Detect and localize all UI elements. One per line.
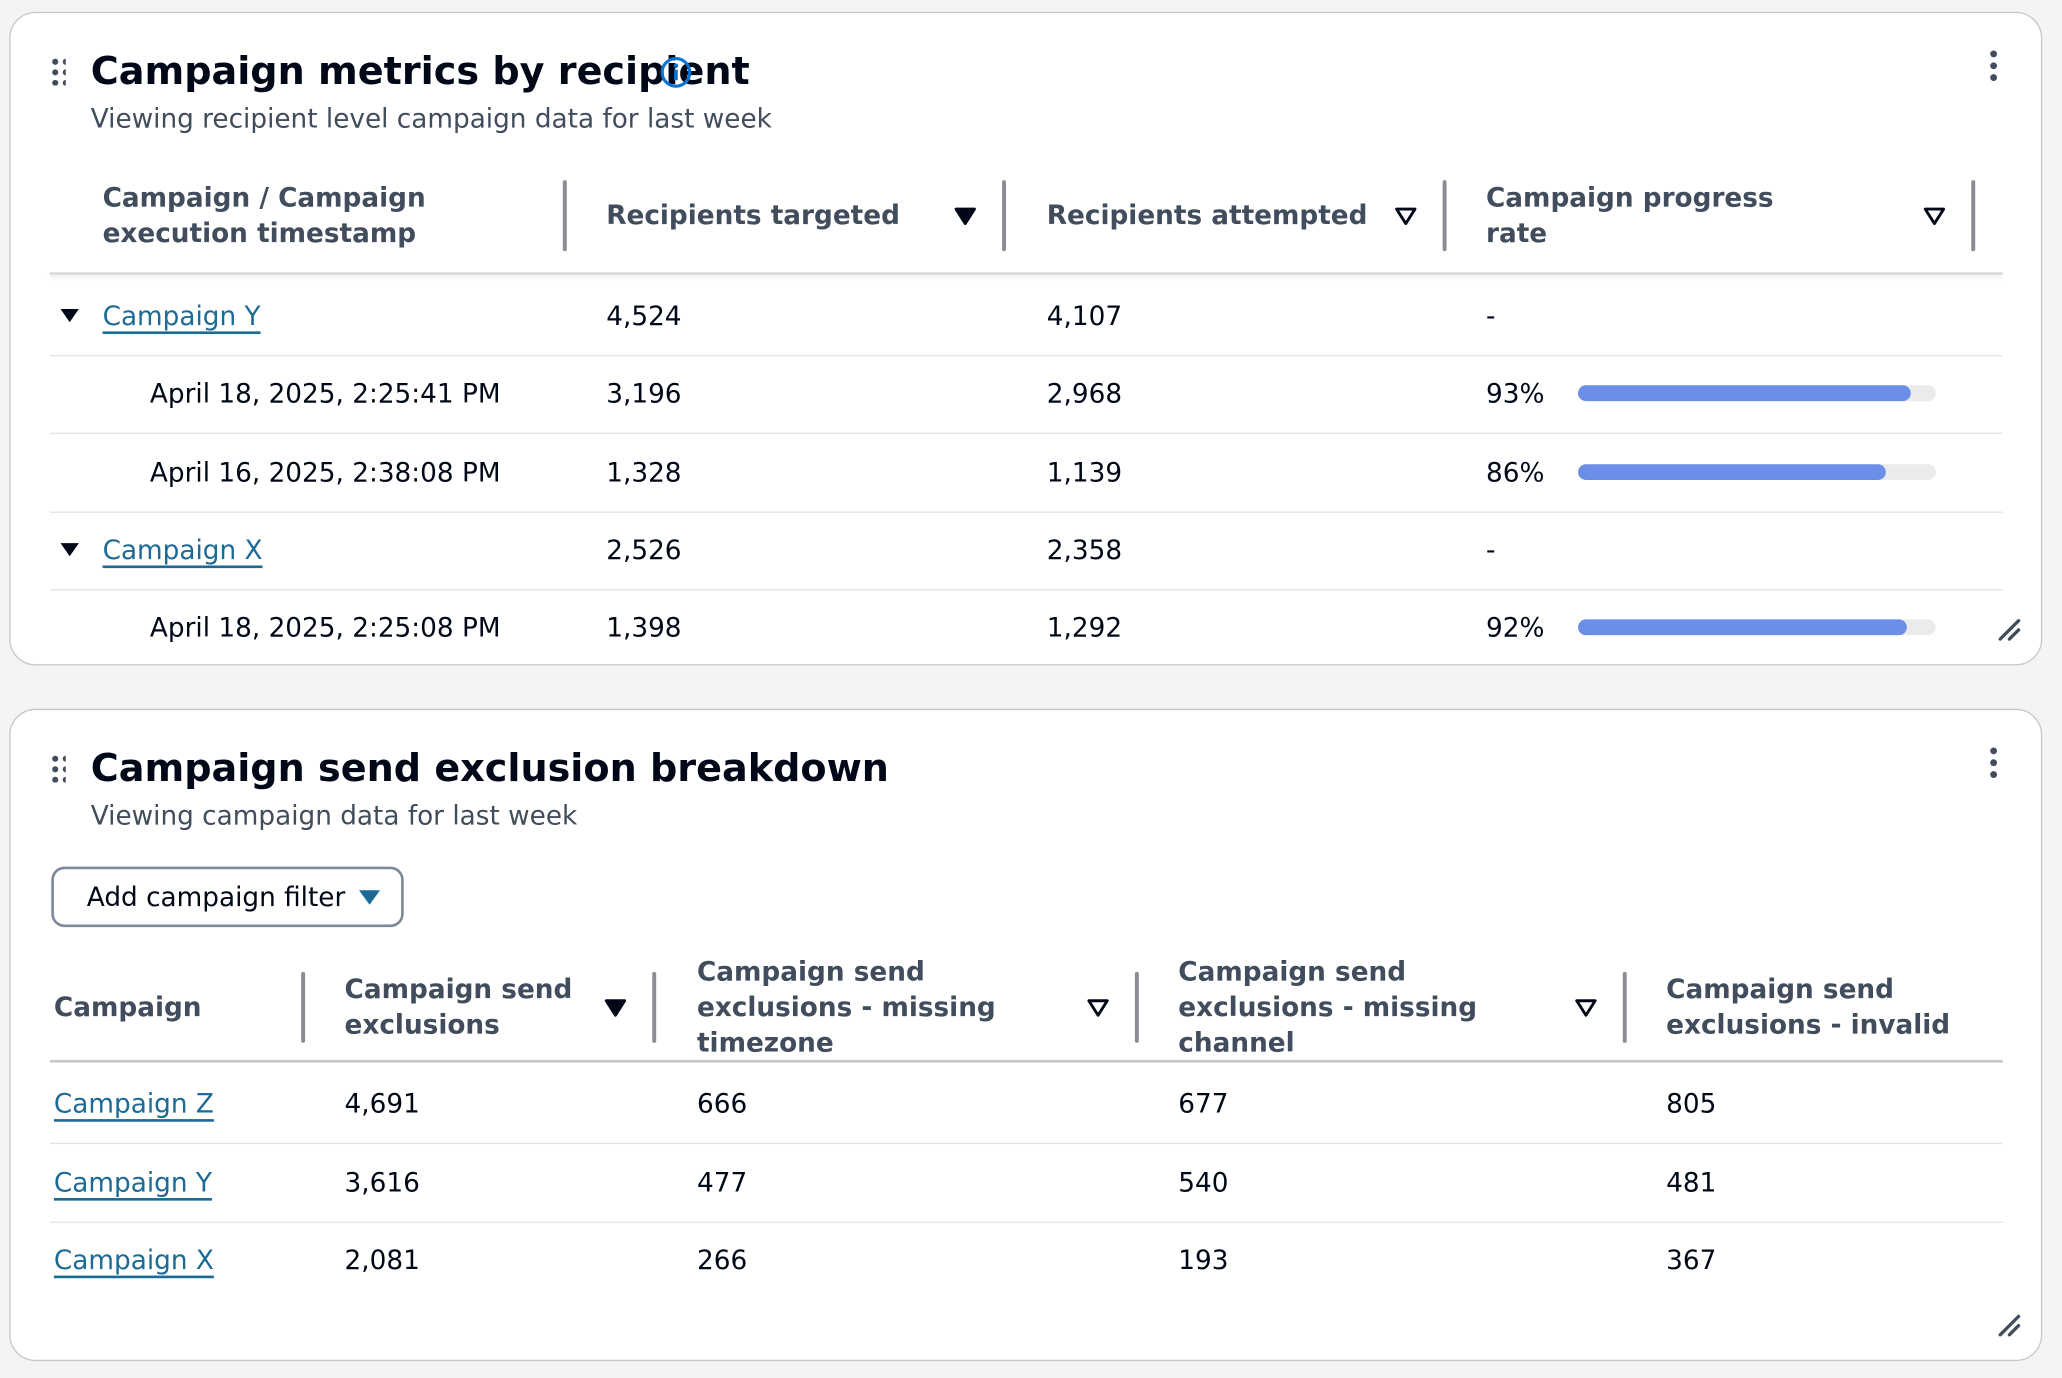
resize-handle[interactable]: [1996, 1312, 2022, 1338]
progress-label: 86%: [1486, 455, 1545, 488]
widget-title: Campaign send exclusion breakdown: [90, 745, 889, 791]
cell: 266: [696, 1244, 748, 1276]
widget-card: [9, 11, 2043, 666]
cell: 2,968: [1046, 377, 1123, 410]
cell: 2,358: [1046, 533, 1123, 566]
column-header: Campaign / Campaign execution timestamp: [102, 181, 426, 249]
row-divider: [49, 355, 2003, 357]
column-separator: [562, 180, 567, 252]
column-header: Campaign: [53, 990, 202, 1023]
cell: 4,107: [1046, 299, 1123, 332]
progress-bar: [1578, 385, 1911, 402]
cell: 1,292: [1046, 611, 1123, 644]
cell: 2,526: [606, 533, 682, 566]
cell: 4,691: [344, 1087, 420, 1120]
header-divider: [49, 272, 2003, 275]
column-separator: [1442, 180, 1447, 252]
row-divider: [49, 1221, 2003, 1223]
cell: 4,524: [606, 299, 682, 332]
dropdown-caret[interactable]: [358, 888, 382, 906]
cell: 677: [1178, 1087, 1229, 1120]
column-header[interactable]: Campaign send exclusions: [344, 973, 573, 1041]
execution-timestamp: April 18, 2025, 2:25:41 PM: [149, 377, 501, 410]
cell: 3,616: [344, 1165, 420, 1198]
campaign-link[interactable]: Campaign Y: [102, 299, 261, 332]
expand-toggle[interactable]: [58, 539, 82, 560]
cell: 193: [1178, 1244, 1229, 1276]
widget-menu[interactable]: [1988, 746, 1999, 780]
column-header[interactable]: Recipients targeted: [606, 199, 900, 231]
cell: 477: [696, 1165, 748, 1198]
cell: 3,196: [606, 377, 682, 410]
cell: 1,139: [1046, 455, 1123, 488]
drag-handle[interactable]: [50, 754, 66, 783]
row-divider: [49, 1142, 2003, 1145]
sort-icon[interactable]: [604, 996, 628, 1018]
column-separator: [1622, 971, 1627, 1043]
sort-icon[interactable]: [1574, 996, 1598, 1018]
column-header[interactable]: Campaign send exclusions - missing chann…: [1178, 955, 1478, 1058]
column-separator: [1971, 180, 1976, 252]
row-divider: [49, 510, 2003, 513]
column-separator: [652, 971, 657, 1043]
campaign-link[interactable]: Campaign X: [102, 533, 263, 566]
resize-handle[interactable]: [1996, 617, 2022, 643]
execution-timestamp: April 16, 2025, 2:38:08 PM: [149, 455, 501, 488]
progress-bar: [1578, 463, 1886, 480]
widget-menu[interactable]: [1988, 49, 1999, 83]
sort-icon[interactable]: [1394, 204, 1418, 226]
execution-timestamp: April 18, 2025, 2:25:08 PM: [149, 611, 501, 644]
widget-title: Campaign metrics by recipient: [90, 48, 750, 94]
sort-icon[interactable]: [1086, 996, 1110, 1018]
widget-card: [9, 708, 2043, 1362]
info-icon[interactable]: [659, 55, 693, 89]
cell: 481: [1666, 1165, 1717, 1198]
filter-button-label[interactable]: Add campaign filter: [86, 881, 346, 913]
cell: 2,081: [344, 1244, 420, 1276]
widget-subtitle: Viewing campaign data for last week: [90, 799, 578, 832]
cell: -: [1486, 299, 1496, 332]
row-divider: [49, 432, 2003, 435]
filter-button[interactable]: [51, 866, 404, 928]
progress-label: 93%: [1486, 377, 1545, 410]
column-header[interactable]: Campaign send exclusions - missing timez…: [696, 955, 996, 1058]
cell: 1,398: [606, 611, 682, 644]
campaign-link[interactable]: Campaign Y: [53, 1165, 212, 1198]
column-separator: [1134, 971, 1139, 1043]
cell: 367: [1666, 1244, 1717, 1276]
column-separator: [301, 971, 306, 1043]
sort-icon[interactable]: [1923, 204, 1947, 226]
row-divider: [49, 588, 2003, 591]
column-header[interactable]: Campaign send exclusions - invalid targe…: [1666, 973, 1951, 1041]
progress-label: 92%: [1486, 611, 1545, 644]
column-header[interactable]: Campaign progress rate: [1486, 181, 1774, 249]
column-separator: [1002, 180, 1007, 252]
cell: 666: [696, 1087, 748, 1120]
widget-subtitle: Viewing recipient level campaign data fo…: [90, 102, 772, 135]
campaign-link[interactable]: Campaign X: [53, 1244, 214, 1276]
cell: 805: [1666, 1087, 1717, 1120]
cell: 540: [1178, 1165, 1229, 1198]
progress-bar: [1578, 619, 1908, 636]
drag-handle[interactable]: [50, 57, 66, 86]
column-header[interactable]: Recipients attempted: [1046, 199, 1368, 231]
campaign-link[interactable]: Campaign Z: [53, 1087, 214, 1120]
sort-icon[interactable]: [953, 204, 977, 226]
cell: 1,328: [606, 455, 682, 488]
header-divider: [49, 1059, 2003, 1063]
expand-toggle[interactable]: [58, 305, 82, 326]
cell: -: [1486, 533, 1496, 566]
